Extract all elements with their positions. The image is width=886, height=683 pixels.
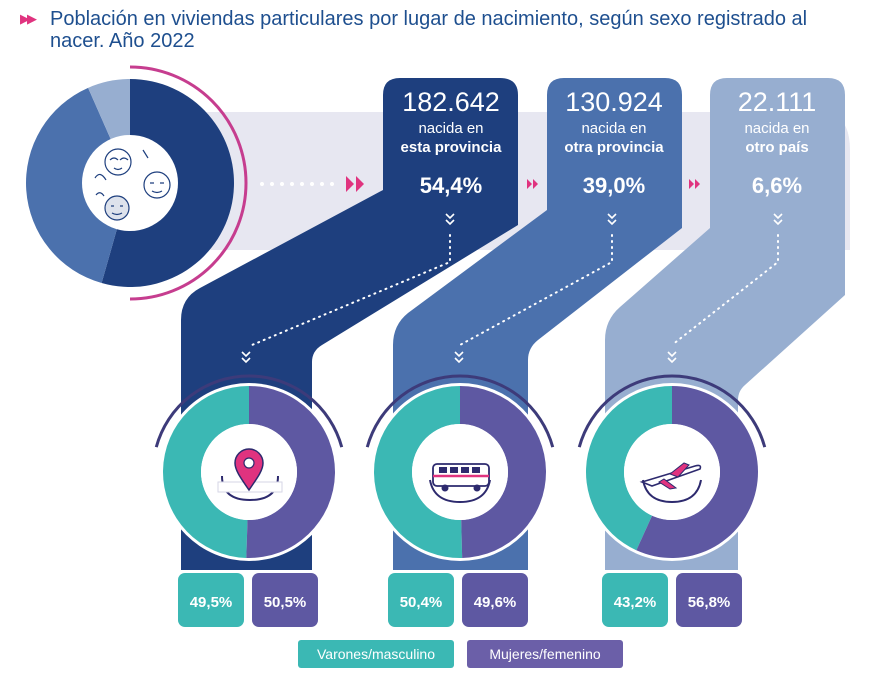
flow-arrow-main xyxy=(346,176,364,192)
donut-2-female-slice xyxy=(460,385,547,558)
main-pie-slice-2 xyxy=(25,87,130,284)
female-pct: 50,5% xyxy=(264,594,307,611)
flow-arrow-3 xyxy=(689,179,700,189)
bus-icon xyxy=(429,463,491,504)
male-pct: 43,2% xyxy=(614,594,657,611)
donut-otro-pais xyxy=(577,374,767,561)
donut-3-outer-arc xyxy=(577,374,767,448)
male-tile xyxy=(388,573,454,627)
place-line2: otra provincia xyxy=(564,139,664,156)
double-chevron-right-icon: ▶▶ xyxy=(20,11,37,26)
donut-2-male-slice xyxy=(374,386,463,558)
column-otro-pais: 22.111 nacida en otro país 6,6% xyxy=(738,87,817,198)
donut-3-female-slice xyxy=(636,386,758,558)
percent-label: 39,0% xyxy=(583,173,645,198)
female-tile xyxy=(676,573,742,627)
chevron-down-icon xyxy=(241,213,783,364)
donut-3-male-slice xyxy=(586,386,672,551)
airplane-icon xyxy=(639,462,702,504)
pct-tiles-otra-provincia: 50,4% 49,6% xyxy=(388,573,528,627)
male-pct: 49,5% xyxy=(190,594,233,611)
pct-tiles-otro-pais: 43,2% 56,8% xyxy=(602,573,742,627)
donut-1-outer-arc xyxy=(154,374,344,448)
percent-label: 6,6% xyxy=(752,173,802,198)
percent-label: 54,4% xyxy=(420,173,482,198)
female-tile xyxy=(462,573,528,627)
pct-tiles-esta-provincia: 49,5% 50,5% xyxy=(178,573,318,627)
flow-arrow-2 xyxy=(527,179,538,189)
donut-2-outer-arc xyxy=(365,374,555,448)
chart-title: Población en viviendas particulares por … xyxy=(50,8,808,52)
flow-dots xyxy=(260,182,334,186)
donut-1-male-slice xyxy=(162,386,249,558)
legend-female: Mujeres/femenino xyxy=(467,640,623,668)
place-line2: esta provincia xyxy=(401,139,503,156)
female-pct: 49,6% xyxy=(474,594,517,611)
male-tile xyxy=(602,573,668,627)
place-line1: nacida en xyxy=(418,120,483,137)
count-label: 130.924 xyxy=(565,87,663,117)
column-otra-provincia: 130.924 nacida en otra provincia 39,0% xyxy=(564,87,664,198)
main-pie-arc xyxy=(129,65,248,301)
female-pct: 56,8% xyxy=(688,594,731,611)
people-faces-icon xyxy=(94,148,171,221)
count-label: 22.111 xyxy=(738,87,817,117)
female-tile xyxy=(252,573,318,627)
place-line1: nacida en xyxy=(581,120,646,137)
location-pin-icon xyxy=(217,448,283,502)
male-pct: 50,4% xyxy=(400,594,443,611)
column-esta-provincia: 182.642 nacida en esta provincia 54,4% xyxy=(401,87,503,198)
male-tile xyxy=(178,573,244,627)
place-line1: nacida en xyxy=(744,120,809,137)
place-line2: otro país xyxy=(745,139,808,156)
legend-male: Varones/masculino xyxy=(298,640,454,668)
count-label: 182.642 xyxy=(402,87,500,117)
donut-1-female-slice xyxy=(246,386,335,558)
main-pie-center xyxy=(82,135,178,231)
